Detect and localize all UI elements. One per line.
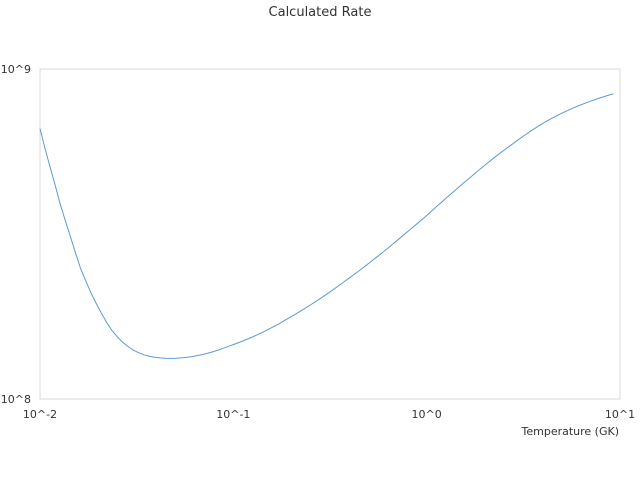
x-tick-label: 10^0 [412,408,442,421]
x-tick-label: 10^-2 [23,408,57,421]
plot-area [39,68,621,400]
x-axis-label: Temperature (GK) [521,425,620,438]
x-tick-label: 10^-1 [216,408,250,421]
y-tick-label: 10^8 [1,393,31,406]
y-axis-ticks: 10^8 10^9 [1,63,31,406]
chart-title: Calculated Rate [269,5,372,20]
series-line [39,93,614,359]
x-axis-ticks: 10^-2 10^-1 10^0 10^1 [23,408,635,421]
x-tick-label: 10^1 [605,408,635,421]
y-tick-label: 10^9 [1,63,31,76]
